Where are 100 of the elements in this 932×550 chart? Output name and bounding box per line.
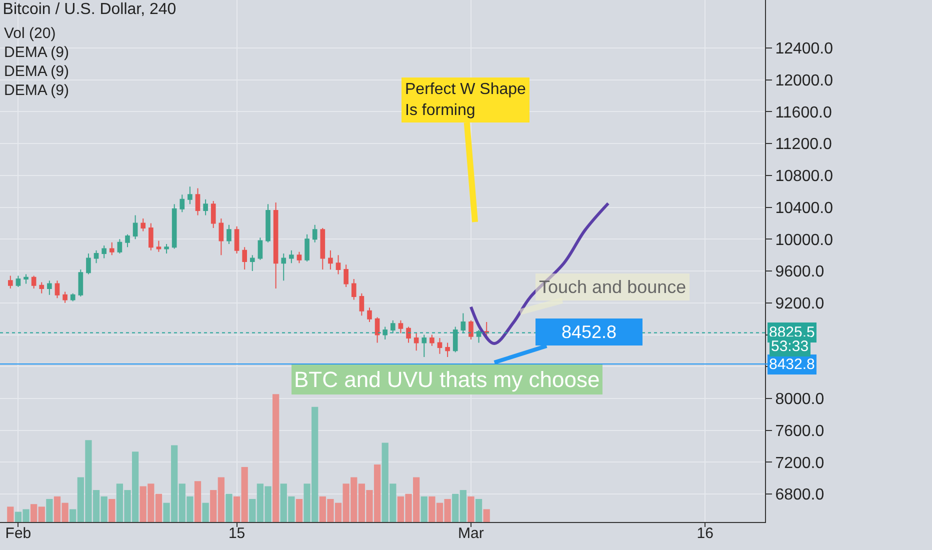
text: 53:33 xyxy=(771,338,809,355)
annotation: Vol (20) xyxy=(4,25,56,42)
candlestick xyxy=(382,326,388,340)
candlestick xyxy=(78,268,84,298)
candlestick xyxy=(289,250,294,264)
candlestick xyxy=(258,237,263,260)
y-tick-label: 10400.0 xyxy=(775,200,834,217)
candlestick xyxy=(24,274,28,284)
x-tick-label: 16 xyxy=(696,525,714,542)
bar xyxy=(226,494,232,522)
candlestick xyxy=(336,254,341,275)
bar xyxy=(46,498,53,522)
candlestick xyxy=(102,245,106,259)
bar xyxy=(468,496,474,522)
candlestick xyxy=(406,326,411,344)
annotation: DEMA (9) xyxy=(4,82,70,99)
x-tick-label: 15 xyxy=(228,525,246,542)
candlestick xyxy=(218,218,224,256)
annotation: Perfect W Shape Is forming xyxy=(405,81,526,119)
candlestick xyxy=(328,250,333,270)
candlestick xyxy=(62,291,68,304)
bar xyxy=(194,481,202,522)
candlestick xyxy=(132,214,138,240)
bar xyxy=(202,502,209,522)
candlestick xyxy=(296,251,302,264)
candlestick xyxy=(109,242,114,256)
candlestick xyxy=(414,332,419,352)
bar xyxy=(483,509,490,522)
bar xyxy=(420,496,428,522)
candlestick xyxy=(390,320,396,334)
candlestick xyxy=(47,280,52,296)
candlestick xyxy=(148,222,154,251)
candlestick xyxy=(203,198,208,216)
candlestick xyxy=(242,246,247,270)
candlestick xyxy=(460,312,466,334)
y-tick-label: 7600.0 xyxy=(775,422,824,440)
annotation: Touch and bounce xyxy=(539,277,686,297)
y-tick-label: 11200.0 xyxy=(775,136,832,154)
candlestick xyxy=(31,275,36,290)
candlestick xyxy=(437,337,442,354)
candlestick xyxy=(8,275,13,290)
candlestick xyxy=(476,329,482,344)
candlestick xyxy=(94,250,99,264)
y-tick-label: 12400.0 xyxy=(775,40,834,58)
candlestick xyxy=(359,292,364,316)
candlestick xyxy=(39,282,44,294)
candlestick xyxy=(70,292,76,302)
bar xyxy=(108,498,116,522)
y-tick-label: 11600.0 xyxy=(775,104,832,122)
candlestick xyxy=(125,234,130,248)
y-tick-label: 9200.0 xyxy=(775,295,824,312)
candlestick xyxy=(304,234,310,262)
candlestick xyxy=(156,240,162,252)
candlestick xyxy=(273,202,278,290)
bar xyxy=(296,498,303,522)
bar xyxy=(7,506,14,522)
candlestick xyxy=(398,320,404,334)
candlestick xyxy=(430,334,434,346)
ref-line-label: 8432.8 xyxy=(769,356,815,373)
annotation: DEMA (9) xyxy=(4,63,70,80)
candlestick xyxy=(140,218,146,232)
candlestick xyxy=(250,254,255,272)
candlestick xyxy=(484,322,489,337)
y-tick-label: 10000.0 xyxy=(775,232,834,249)
candlestick xyxy=(172,204,177,250)
annotation: DEMA (9) xyxy=(4,44,70,61)
candlestick xyxy=(445,342,450,358)
x-tick-label: Feb xyxy=(5,525,32,542)
y-tick-label: 10800.0 xyxy=(775,168,834,186)
y-tick-label: 7200.0 xyxy=(775,454,824,472)
candlestick xyxy=(452,326,458,353)
candlestick xyxy=(422,334,427,358)
candlestick xyxy=(16,275,21,288)
candlestick xyxy=(266,204,270,243)
candlestick xyxy=(117,238,122,254)
y-tick-label: 12000.0 xyxy=(775,72,834,90)
candlestick xyxy=(195,188,200,216)
candlestick xyxy=(320,228,326,270)
candlestick xyxy=(226,224,232,244)
chart-title: Bitcoin / U.S. Dollar, 240 xyxy=(2,0,176,18)
bar xyxy=(475,498,482,522)
candlestick xyxy=(281,253,286,282)
candlestick xyxy=(312,224,318,243)
annotation: BTC and UVU thats my choose xyxy=(294,367,600,392)
y-tick-label: 6800.0 xyxy=(775,486,824,504)
candlestick xyxy=(86,253,91,275)
candlestick xyxy=(468,320,474,340)
candlestick xyxy=(367,307,372,323)
candlestick xyxy=(180,194,185,213)
candlestick xyxy=(164,243,169,254)
candlestick xyxy=(344,264,348,288)
candlestick xyxy=(188,186,192,205)
y-tick-label: 9600.0 xyxy=(775,264,824,281)
x-tick-label: Mar xyxy=(458,525,484,542)
candlestick xyxy=(54,280,60,299)
candlestick xyxy=(351,278,356,300)
candlestick xyxy=(210,200,216,229)
candlestick xyxy=(374,316,380,344)
y-tick-label: 8000.0 xyxy=(775,391,824,408)
bar xyxy=(272,394,280,522)
